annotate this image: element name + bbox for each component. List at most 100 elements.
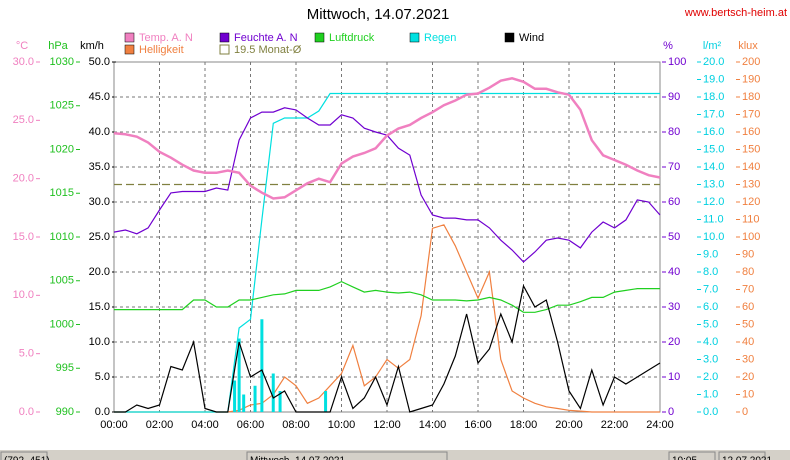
y-tick-label: 15.0 bbox=[89, 301, 110, 313]
y-tick-label: 20.0 bbox=[703, 56, 724, 68]
y-tick-label: 2.0 bbox=[703, 371, 718, 383]
y-tick-label: 8.0 bbox=[703, 266, 718, 278]
y-tick-label: 12.0 bbox=[703, 196, 724, 208]
y-tick-label: 20.0 bbox=[89, 266, 110, 278]
legend-swatch bbox=[219, 44, 230, 55]
y-tick-label: 14.0 bbox=[703, 161, 724, 173]
status-panel bbox=[246, 451, 448, 460]
y-tick-label: 17.0 bbox=[703, 108, 724, 120]
y-tick-label: 1015 bbox=[50, 187, 74, 199]
y-tick-label: 60 bbox=[742, 301, 754, 313]
y-tick-label: 30.0 bbox=[13, 56, 34, 68]
y-tick-label: 1000 bbox=[50, 318, 74, 330]
y-tick-label: 50 bbox=[668, 231, 680, 243]
y-tick-label: 7.0 bbox=[703, 283, 718, 295]
x-tick-label: 04:00 bbox=[191, 419, 219, 431]
y-tick-label: 0.0 bbox=[19, 406, 34, 418]
legend-label: Luftdruck bbox=[329, 32, 375, 44]
y-tick-label: 6.0 bbox=[703, 301, 718, 313]
rain-bar bbox=[237, 338, 241, 412]
site-link[interactable]: www.bertsch-heim.at bbox=[684, 7, 787, 19]
series-line bbox=[114, 280, 660, 313]
y-tick-label: 80 bbox=[742, 266, 754, 278]
status-text: Mittwoch, 14.07.2021 bbox=[250, 456, 345, 460]
y-tick-label: 50 bbox=[742, 318, 754, 330]
y-tick-label: 20.0 bbox=[13, 173, 34, 185]
rain-bar bbox=[324, 391, 328, 412]
legend-label: Temp. A. N bbox=[139, 32, 193, 44]
y-tick-label: 9.0 bbox=[703, 248, 718, 260]
legend-swatch bbox=[409, 32, 420, 43]
y-tick-label: 35.0 bbox=[89, 161, 110, 173]
y-tick-label: 990 bbox=[56, 406, 74, 418]
y-tick-label: 0 bbox=[742, 406, 748, 418]
rain-bar bbox=[271, 373, 275, 412]
axis-unit: % bbox=[663, 40, 673, 52]
status-panel bbox=[718, 451, 766, 460]
y-tick-label: 90 bbox=[742, 248, 754, 260]
x-tick-label: 10:00 bbox=[328, 419, 356, 431]
y-tick-label: 60 bbox=[668, 196, 680, 208]
y-tick-label: 160 bbox=[742, 126, 760, 138]
y-tick-label: 5.0 bbox=[703, 318, 718, 330]
y-tick-label: 1005 bbox=[50, 275, 74, 287]
y-tick-label: 45.0 bbox=[89, 91, 110, 103]
y-tick-label: 10 bbox=[742, 388, 754, 400]
x-tick-label: 14:00 bbox=[419, 419, 447, 431]
x-tick-label: 20:00 bbox=[555, 419, 583, 431]
x-tick-label: 22:00 bbox=[601, 419, 629, 431]
y-tick-label: 70 bbox=[668, 161, 680, 173]
y-tick-label: 5.0 bbox=[19, 348, 34, 360]
rain-bar bbox=[233, 380, 237, 412]
x-tick-label: 24:00 bbox=[646, 419, 674, 431]
y-tick-label: 100 bbox=[742, 231, 760, 243]
y-tick-label: 170 bbox=[742, 108, 760, 120]
y-tick-label: 200 bbox=[742, 56, 760, 68]
legend-swatch bbox=[314, 32, 325, 43]
x-tick-label: 06:00 bbox=[237, 419, 265, 431]
status-text: (792, 451) bbox=[4, 456, 50, 460]
y-tick-label: 50.0 bbox=[89, 56, 110, 68]
y-tick-label: 70 bbox=[742, 283, 754, 295]
rain-bar bbox=[278, 391, 282, 412]
rain-bar bbox=[260, 319, 264, 412]
y-tick-label: 18.0 bbox=[703, 91, 724, 103]
y-tick-label: 13.0 bbox=[703, 178, 724, 190]
legend-swatch bbox=[124, 44, 135, 55]
y-tick-label: 16.0 bbox=[703, 126, 724, 138]
y-tick-label: 0.0 bbox=[703, 406, 718, 418]
y-tick-label: 20 bbox=[742, 371, 754, 383]
series-line bbox=[114, 284, 661, 413]
y-tick-label: 10 bbox=[668, 371, 680, 383]
x-tick-label: 18:00 bbox=[510, 419, 538, 431]
y-tick-label: 40 bbox=[742, 336, 754, 348]
y-tick-label: 80 bbox=[668, 126, 680, 138]
axis-unit: km/h bbox=[80, 40, 104, 52]
status-panel bbox=[668, 451, 716, 460]
y-tick-label: 5.0 bbox=[95, 371, 110, 383]
y-tick-label: 40 bbox=[668, 266, 680, 278]
y-tick-label: 0.0 bbox=[95, 406, 110, 418]
legend-swatch bbox=[124, 32, 135, 43]
y-tick-label: 1.0 bbox=[703, 388, 718, 400]
y-tick-label: 11.0 bbox=[703, 213, 724, 225]
status-text: 10:05 bbox=[672, 456, 697, 460]
y-tick-label: 1010 bbox=[50, 231, 74, 243]
chart-title: Mittwoch, 14.07.2021 bbox=[307, 6, 450, 23]
y-tick-label: 180 bbox=[742, 91, 760, 103]
legend-swatch bbox=[504, 32, 515, 43]
y-tick-label: 30 bbox=[668, 301, 680, 313]
y-tick-label: 30.0 bbox=[89, 196, 110, 208]
y-tick-label: 120 bbox=[742, 196, 760, 208]
legend-label: Regen bbox=[424, 32, 456, 44]
rain-bar bbox=[242, 394, 246, 412]
y-tick-label: 15.0 bbox=[13, 231, 34, 243]
y-tick-label: 10.0 bbox=[89, 336, 110, 348]
y-tick-label: 90 bbox=[668, 91, 680, 103]
y-tick-label: 4.0 bbox=[703, 336, 718, 348]
y-tick-label: 40.0 bbox=[89, 126, 110, 138]
legend-label: 19.5 Monat-Ø bbox=[234, 44, 302, 56]
y-tick-label: 30 bbox=[742, 353, 754, 365]
axis-unit: hPa bbox=[48, 40, 68, 52]
status-bar bbox=[0, 450, 790, 460]
